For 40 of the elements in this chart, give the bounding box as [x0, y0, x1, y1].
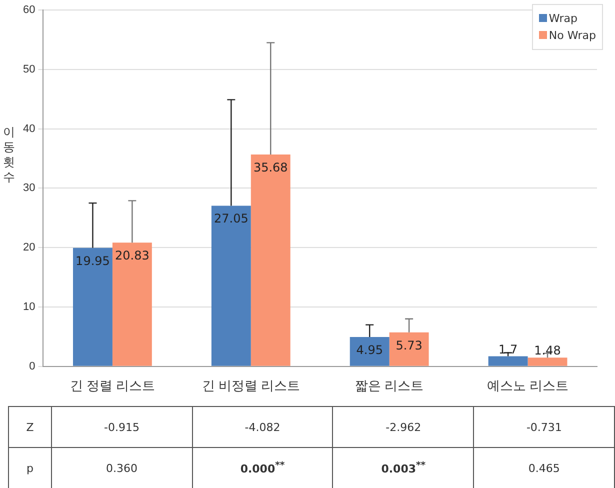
data-label: 4.95: [356, 342, 383, 357]
text: 0.465: [474, 448, 614, 488]
text: -0.915: [51, 406, 192, 448]
y-tick-label: 50: [22, 63, 36, 76]
text: 0.000$^{**}$: [192, 448, 333, 488]
text: Z: [8, 406, 52, 448]
text: -2.962: [332, 406, 474, 448]
y-axis-title: 이동횟수: [2, 125, 16, 185]
data-label: 1.7: [498, 342, 518, 356]
text: 0.003$^{**}$: [332, 448, 474, 488]
text: p: [8, 448, 52, 488]
y-tick-label: 60: [22, 4, 36, 16]
x-tick-label: 긴 정렬 리스트: [70, 378, 156, 393]
bar: [350, 336, 390, 366]
legend-label: No Wrap: [548, 29, 596, 42]
bar: [112, 242, 152, 366]
text: -4.082: [192, 406, 333, 448]
bar: [73, 248, 112, 366]
x-tick-label: 긴 비정렬 리스트: [202, 378, 300, 393]
data-label: 27.05: [214, 212, 248, 226]
bar: [488, 356, 528, 366]
y-tick-label: 30: [22, 182, 36, 194]
y-tick-label: 40: [22, 122, 36, 135]
data-label: 20.83: [115, 248, 150, 263]
data-label: 1.48: [534, 344, 561, 358]
legend-label: Wrap: [548, 12, 578, 25]
y-tick-label: 0: [29, 360, 36, 372]
text: 0.360: [51, 448, 192, 488]
data-label: 5.73: [396, 338, 422, 352]
y-tick-label: 20: [22, 242, 36, 254]
x-tick-label: 예스노 리스트: [486, 378, 569, 393]
text: -0.731: [474, 406, 614, 448]
data-label: 35.68: [253, 160, 288, 174]
y-tick-label: 10: [22, 301, 36, 314]
data-label: 19.95: [76, 254, 110, 268]
bar: [389, 332, 429, 366]
bar: [528, 358, 568, 366]
bar: [250, 154, 290, 366]
bar: [211, 206, 251, 366]
x-tick-label: 짧은 리스트: [355, 378, 424, 393]
